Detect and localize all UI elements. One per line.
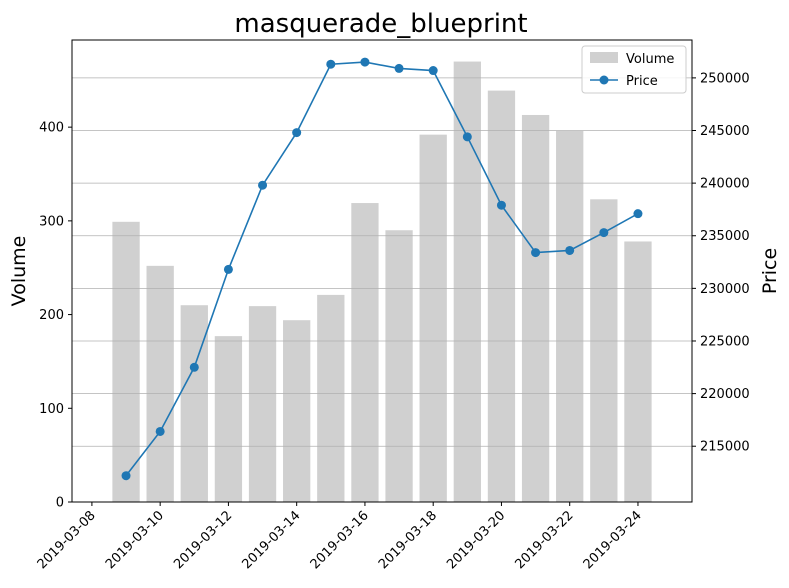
price-point bbox=[360, 57, 370, 67]
price-line bbox=[121, 57, 643, 481]
price-point bbox=[326, 59, 336, 69]
volume-bar bbox=[385, 230, 413, 502]
chart-title: masquerade_blueprint bbox=[234, 9, 527, 39]
x-tick-label: 2019-03-16 bbox=[308, 508, 372, 572]
y-right-tick-label: 230000 bbox=[700, 282, 750, 297]
volume-bar bbox=[146, 265, 174, 502]
y-right-tick-label: 245000 bbox=[700, 124, 750, 139]
volume-bar bbox=[351, 203, 379, 502]
volume-bar bbox=[453, 61, 481, 503]
volume-bar bbox=[419, 134, 447, 502]
x-tick-label: 2019-03-12 bbox=[171, 508, 235, 572]
y-right-tick-label: 215000 bbox=[700, 440, 750, 455]
legend: Volume Price bbox=[581, 45, 687, 94]
volume-bar bbox=[590, 199, 618, 502]
price-point bbox=[394, 63, 404, 73]
y-right-tick-label: 250000 bbox=[700, 71, 750, 86]
x-tick-label: 2019-03-08 bbox=[35, 508, 99, 572]
x-tick-label: 2019-03-22 bbox=[512, 508, 576, 572]
volume-bar bbox=[180, 305, 208, 502]
price-point bbox=[155, 426, 165, 436]
volume-bar bbox=[317, 294, 345, 502]
plot-frame bbox=[71, 39, 693, 503]
y-left-tick-label: 400 bbox=[39, 121, 64, 136]
x-tick-label: 2019-03-14 bbox=[239, 508, 303, 572]
grid bbox=[72, 77, 692, 447]
y-axis-right-label: Price bbox=[759, 248, 781, 294]
price-point bbox=[531, 248, 541, 258]
x-tick-label: 2019-03-24 bbox=[581, 508, 645, 572]
price-point bbox=[428, 66, 438, 76]
legend-label-price: Price bbox=[626, 74, 658, 89]
price-point bbox=[496, 200, 506, 210]
legend-swatch-price-marker bbox=[599, 75, 609, 85]
volume-bar bbox=[214, 336, 243, 502]
price-point bbox=[633, 209, 643, 219]
x-tick-label: 2019-03-20 bbox=[444, 508, 508, 572]
y-left-tick-label: 100 bbox=[39, 402, 64, 417]
y-axis-left-label: Volume bbox=[8, 236, 30, 307]
price-point bbox=[258, 180, 268, 190]
legend-swatch-volume bbox=[590, 52, 618, 63]
y-left-tick-label: 300 bbox=[39, 214, 64, 229]
price-point bbox=[121, 471, 131, 481]
price-line-path bbox=[125, 61, 639, 477]
y-right-tick-label: 220000 bbox=[700, 387, 750, 402]
price-point bbox=[189, 362, 199, 372]
price-point bbox=[292, 128, 302, 138]
price-point bbox=[462, 132, 472, 142]
y-right-tick-label: 225000 bbox=[700, 334, 750, 349]
volume-bar bbox=[521, 114, 550, 502]
x-tick-label: 2019-03-18 bbox=[376, 508, 440, 572]
price-point bbox=[223, 264, 233, 274]
x-tick-label: 2019-03-10 bbox=[103, 508, 167, 572]
volume-bar bbox=[283, 320, 311, 502]
volume-bar bbox=[487, 90, 516, 502]
volume-bar bbox=[112, 221, 140, 503]
legend-label-volume: Volume bbox=[626, 52, 674, 67]
volume-bar bbox=[624, 241, 652, 503]
price-point bbox=[599, 228, 609, 238]
y-right-tick-label: 240000 bbox=[700, 177, 750, 192]
y-left-tick-label: 200 bbox=[39, 308, 64, 323]
y-right-tick-label: 235000 bbox=[700, 229, 750, 244]
price-point bbox=[565, 245, 575, 255]
volume-bar bbox=[556, 130, 584, 502]
volume-bar bbox=[248, 306, 277, 502]
volume-bars bbox=[112, 61, 652, 503]
y-left-tick-label: 0 bbox=[56, 496, 64, 511]
